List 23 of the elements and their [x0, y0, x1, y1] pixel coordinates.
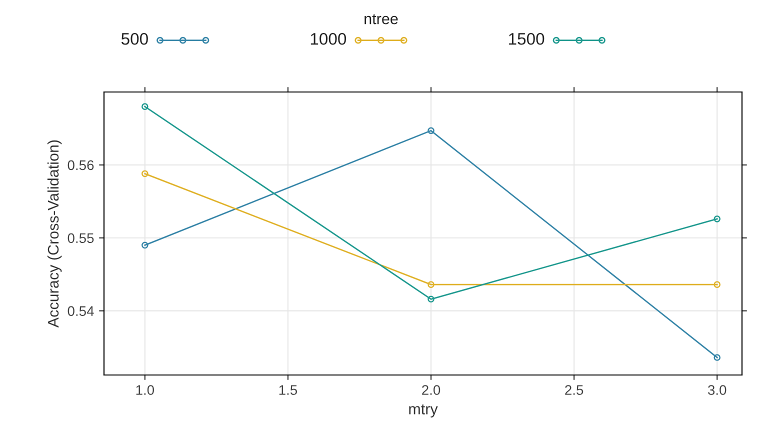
point [142, 242, 148, 249]
x-tick-label: 1.5 [279, 385, 298, 395]
y-axis-title: Accuracy (Cross-Validation) [47, 140, 62, 328]
y-tick-label: 0.56 [68, 160, 94, 170]
legend-label: 1500 [509, 32, 544, 45]
x-tick-label: 3.0 [708, 385, 726, 395]
x-axis-title: mtry [409, 404, 438, 418]
y-tick-label: 0.54 [68, 306, 94, 316]
point [428, 281, 434, 288]
point [142, 103, 148, 110]
point [714, 281, 721, 288]
point [714, 216, 721, 222]
legend-label: 500 [121, 32, 148, 45]
point [714, 354, 721, 361]
point [428, 127, 434, 134]
x-tick-label: 1.0 [136, 385, 154, 395]
legend-title: ntree [364, 14, 398, 24]
y-tick-label: 0.55 [68, 233, 94, 244]
x-tick-label: 2.5 [565, 385, 584, 395]
x-tick-label: 2.0 [422, 385, 440, 395]
point [142, 170, 148, 178]
point [428, 296, 434, 303]
legend-label: 1000 [310, 32, 346, 45]
